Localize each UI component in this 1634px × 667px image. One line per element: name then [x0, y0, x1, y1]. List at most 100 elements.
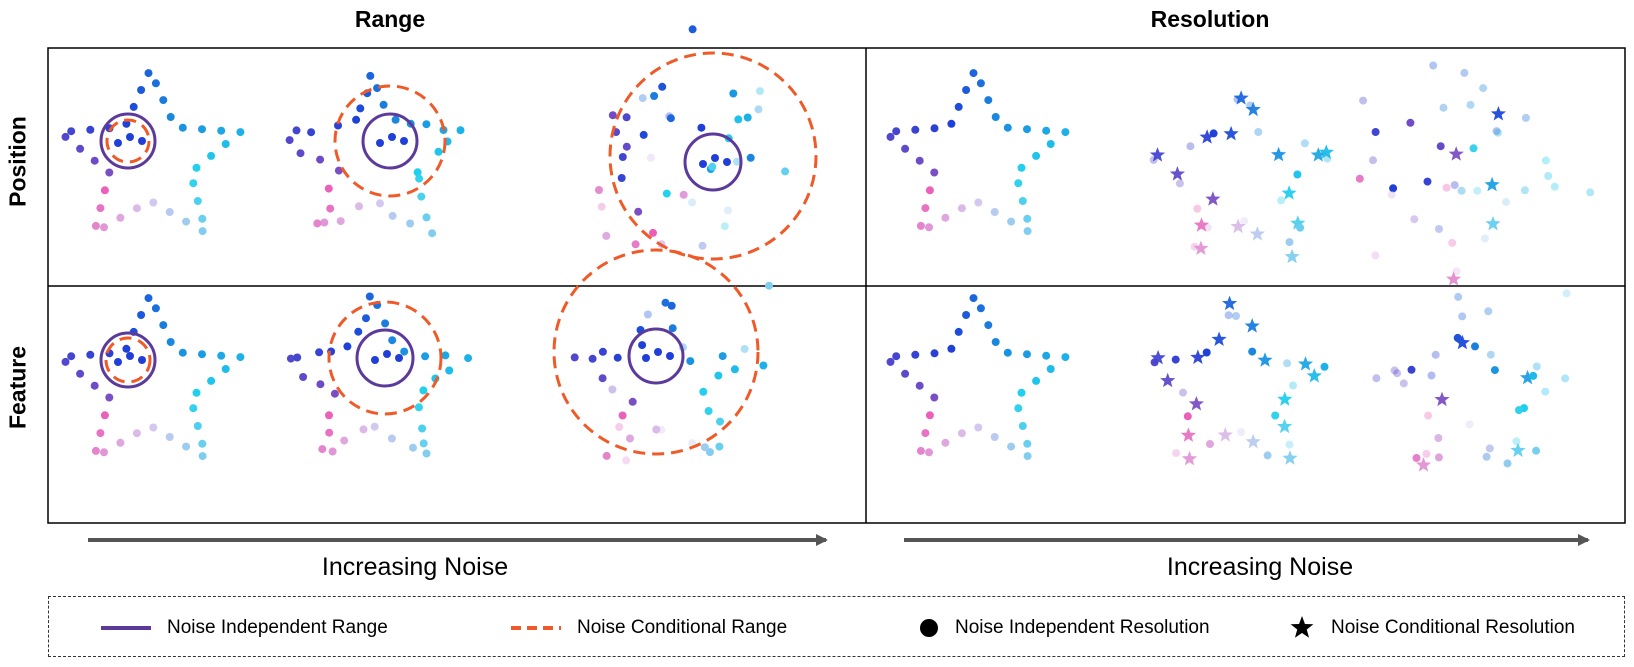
point-marker [91, 446, 100, 455]
star-marker [1149, 147, 1166, 162]
dashed-line-icon [511, 625, 561, 630]
point-marker [114, 358, 122, 366]
point-marker [296, 149, 305, 158]
point-marker [930, 124, 939, 133]
point-marker [1206, 440, 1214, 448]
point-marker [325, 411, 333, 420]
point-marker [901, 144, 910, 153]
star-marker [1211, 331, 1227, 346]
point-marker [1032, 376, 1041, 385]
star-marker [1233, 90, 1249, 105]
point-marker [137, 311, 146, 319]
point-marker [293, 353, 302, 362]
legend: Noise Independent Range Noise Conditiona… [48, 596, 1625, 657]
point-marker [1320, 362, 1329, 371]
point-marker [1479, 84, 1488, 93]
star-marker [1205, 191, 1221, 206]
point-marker [991, 338, 1000, 346]
point-marker [1469, 144, 1478, 153]
point-marker [217, 351, 226, 360]
column-title-range: Range [354, 6, 426, 32]
point-marker [129, 102, 138, 111]
column-title-resolution: Resolution [1150, 6, 1270, 32]
point-marker [198, 350, 206, 359]
point-marker [911, 125, 920, 134]
point-marker [1285, 440, 1294, 449]
point-marker [1465, 420, 1474, 429]
point-marker [638, 94, 647, 103]
legend-label: Noise Conditional Range [577, 616, 788, 638]
point-marker [1454, 292, 1463, 301]
point-marker [916, 446, 925, 455]
point-marker [886, 357, 895, 366]
point-marker [376, 139, 384, 147]
point-marker [365, 292, 374, 301]
point-marker [1355, 174, 1364, 183]
point-marker [1017, 388, 1026, 397]
point-marker [328, 447, 337, 456]
point-marker [307, 128, 316, 137]
noise-conditional-range-circle [104, 336, 152, 384]
point-marker [901, 369, 910, 378]
point-marker [1017, 163, 1026, 172]
point-marker [615, 423, 624, 431]
point-marker [1023, 452, 1032, 461]
point-marker [355, 202, 363, 211]
point-marker [930, 349, 939, 358]
legend-item-noise-conditional-range: Noise Conditional Range [511, 597, 787, 658]
point-marker [76, 369, 85, 378]
point-marker [1300, 139, 1309, 148]
point-marker [1460, 68, 1469, 77]
point-marker [144, 69, 153, 78]
point-marker [679, 190, 688, 199]
point-marker [618, 153, 627, 161]
point-marker [954, 102, 963, 111]
point-marker [733, 157, 741, 166]
point-marker [1389, 184, 1398, 193]
point-marker [962, 311, 971, 319]
dot-icon [920, 618, 938, 637]
point-marker [138, 356, 146, 364]
point-marker [915, 156, 924, 165]
point-marker [622, 456, 631, 465]
point-marker [700, 443, 709, 452]
point-marker [666, 352, 674, 360]
point-marker [122, 119, 131, 128]
point-marker [954, 327, 963, 336]
point-marker [354, 327, 363, 336]
point-marker [1393, 369, 1402, 378]
point-marker [182, 217, 191, 226]
point-marker [395, 354, 403, 362]
point-marker [1434, 434, 1443, 442]
point-marker [1202, 348, 1211, 357]
point-marker [1061, 353, 1070, 362]
point-marker [1541, 156, 1550, 165]
point-marker [1431, 350, 1440, 359]
point-marker [1422, 449, 1431, 458]
point-marker [286, 354, 295, 363]
point-marker [122, 344, 131, 353]
point-marker [1387, 190, 1396, 199]
point-marker [698, 241, 707, 250]
point-marker [925, 411, 934, 420]
point-marker [602, 231, 611, 240]
point-marker [1439, 103, 1448, 112]
point-marker [1503, 459, 1512, 468]
point-marker [974, 198, 983, 207]
point-marker [315, 348, 324, 357]
point-marker [1179, 388, 1187, 397]
point-marker [661, 298, 670, 307]
point-marker [1412, 454, 1421, 462]
star-marker [1245, 433, 1261, 449]
point-marker [1359, 96, 1368, 105]
star-marker [1257, 352, 1273, 367]
point-marker [916, 221, 925, 230]
noise-conditional-range-circle [552, 248, 760, 456]
star-marker [1454, 334, 1471, 350]
star-marker [1445, 271, 1462, 286]
point-marker [957, 204, 966, 213]
star-marker [1519, 369, 1536, 385]
star-marker [1188, 396, 1205, 411]
point-marker [658, 82, 667, 91]
star-marker [1281, 185, 1297, 200]
